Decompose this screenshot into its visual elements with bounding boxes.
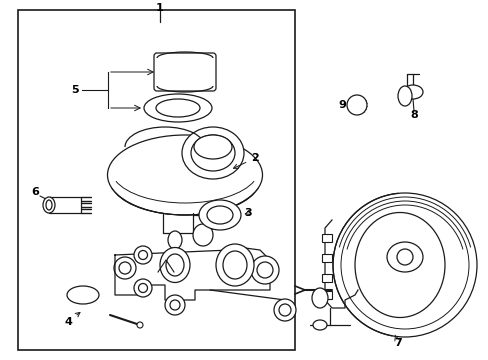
- Text: 7: 7: [393, 335, 401, 348]
- Ellipse shape: [138, 284, 147, 292]
- Ellipse shape: [168, 231, 182, 249]
- Circle shape: [137, 322, 142, 328]
- Text: 9: 9: [337, 100, 345, 110]
- Ellipse shape: [311, 288, 327, 308]
- Ellipse shape: [397, 86, 411, 106]
- Ellipse shape: [119, 262, 131, 274]
- Ellipse shape: [114, 257, 136, 279]
- Ellipse shape: [165, 254, 183, 276]
- FancyBboxPatch shape: [154, 53, 216, 91]
- Ellipse shape: [216, 244, 253, 286]
- Circle shape: [340, 201, 468, 329]
- Ellipse shape: [160, 248, 190, 283]
- Text: 1: 1: [156, 3, 163, 13]
- Ellipse shape: [206, 206, 232, 224]
- Ellipse shape: [312, 320, 326, 330]
- Text: 4: 4: [64, 312, 80, 327]
- Ellipse shape: [143, 94, 212, 122]
- Text: 3: 3: [244, 208, 251, 218]
- Ellipse shape: [67, 286, 99, 304]
- Ellipse shape: [134, 279, 152, 297]
- Ellipse shape: [250, 256, 279, 284]
- Ellipse shape: [191, 135, 235, 171]
- Bar: [321, 234, 331, 242]
- Ellipse shape: [257, 262, 272, 278]
- Ellipse shape: [194, 135, 231, 159]
- Ellipse shape: [386, 242, 422, 272]
- Bar: [49, 197, 81, 213]
- Ellipse shape: [354, 212, 444, 318]
- Ellipse shape: [46, 200, 52, 210]
- Ellipse shape: [138, 251, 147, 260]
- Ellipse shape: [402, 85, 422, 99]
- Ellipse shape: [182, 127, 244, 179]
- Circle shape: [396, 249, 412, 265]
- Ellipse shape: [156, 99, 200, 117]
- Text: 2: 2: [233, 153, 258, 168]
- Bar: [321, 254, 331, 262]
- Text: 8: 8: [409, 110, 417, 120]
- Circle shape: [332, 193, 476, 337]
- Ellipse shape: [43, 197, 55, 213]
- Bar: [321, 291, 331, 299]
- Ellipse shape: [223, 251, 246, 279]
- Circle shape: [346, 95, 366, 115]
- Text: 6: 6: [31, 187, 39, 197]
- Bar: [321, 274, 331, 282]
- Ellipse shape: [107, 135, 262, 215]
- Ellipse shape: [193, 224, 213, 246]
- Text: 5: 5: [71, 85, 79, 95]
- Ellipse shape: [170, 300, 180, 310]
- Bar: [18, 10, 294, 350]
- Ellipse shape: [279, 304, 290, 316]
- Ellipse shape: [199, 200, 241, 230]
- Ellipse shape: [164, 295, 184, 315]
- Ellipse shape: [273, 299, 295, 321]
- Ellipse shape: [134, 246, 152, 264]
